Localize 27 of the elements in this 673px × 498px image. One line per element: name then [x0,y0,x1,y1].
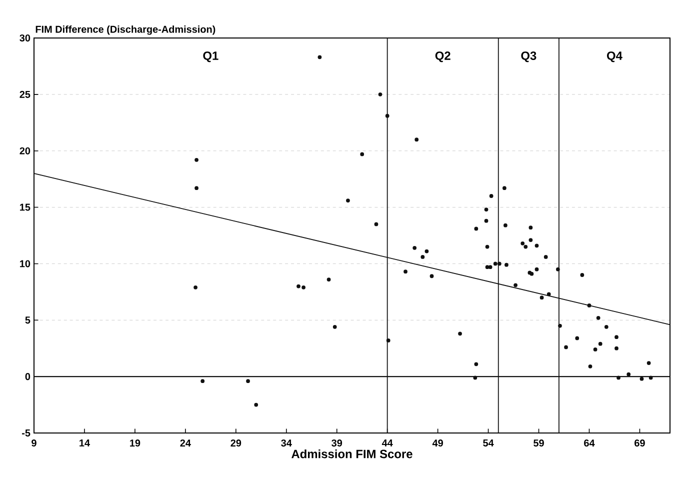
x-tick-label: 64 [584,440,595,447]
x-tick-label: 19 [130,440,140,447]
x-tick-label: 69 [634,440,645,447]
x-tick-label: 39 [332,440,342,447]
y-tick-label: 25 [20,90,30,98]
x-tick-label: 14 [80,440,90,446]
annotation: Q3 [521,51,536,62]
y-tick-label: 5 [25,316,30,324]
annotation: Q1 [203,51,218,62]
x-tick-label: 54 [483,440,494,446]
y-tick-label: 15 [20,204,30,211]
y-tick-label: 10 [20,260,30,268]
x-tick-label: 34 [281,440,292,447]
y-tick-label: 20 [20,147,30,154]
x-tick-label: 59 [534,440,544,447]
x-tick-label: 24 [180,440,191,446]
annotation: Q2 [435,51,450,62]
y-axis-title: FIM Difference (Discharge-Admission) [36,25,216,35]
x-tick-label: 29 [230,440,242,447]
x-tick-label: 9 [32,440,36,447]
x-tick-label: 49 [432,440,443,447]
x-axis-title: Admission FIM Score [292,449,412,458]
y-tick-label: 30 [20,34,30,42]
x-tick-label: 44 [382,440,393,446]
y-tick-label: 0 [25,373,30,380]
y-tick-label: -5 [22,430,30,436]
annotation: Q4 [606,51,622,62]
